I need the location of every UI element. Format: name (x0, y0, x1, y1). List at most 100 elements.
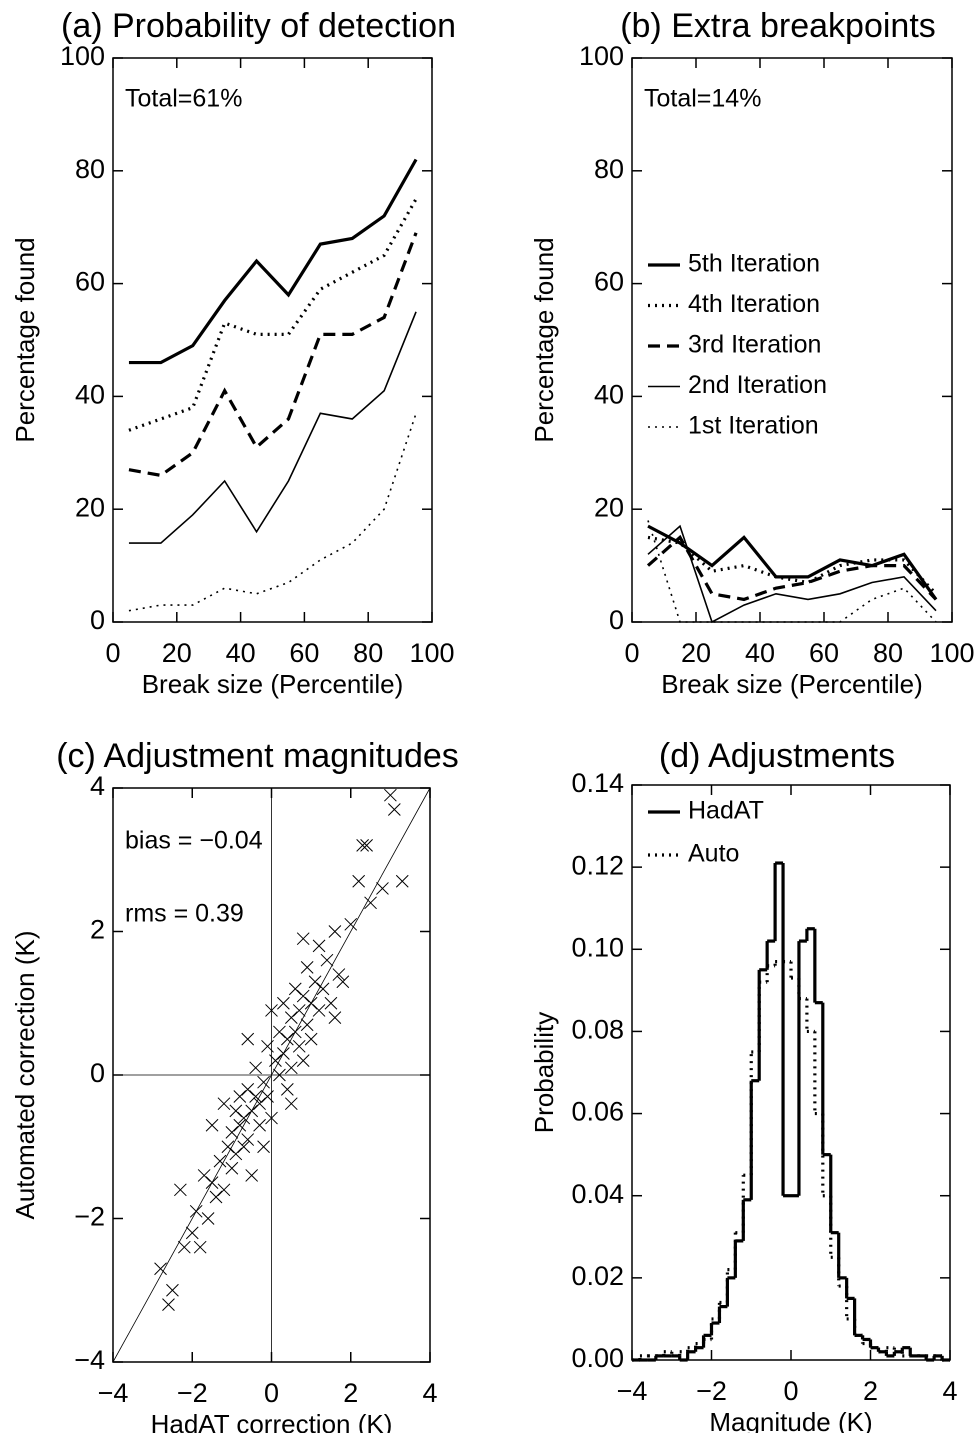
legend-label: 5th Iteration (688, 250, 820, 278)
y-tick-label: 80 (594, 154, 624, 184)
plot-frame (112, 57, 433, 623)
scatter-point (328, 925, 342, 938)
y-tick-label: 4 (90, 771, 105, 801)
y-axis-label: Probability (529, 1012, 559, 1133)
panel-title: (c) Adjustment magnitudes (56, 737, 459, 775)
scatter-point (237, 1140, 251, 1154)
scatter-point (209, 1190, 223, 1204)
y-tick-label: 0 (90, 1058, 105, 1088)
scatter-point (316, 982, 330, 996)
panel: (b) Extra breakpoints Break size (Percent… (529, 7, 975, 699)
x-tick-label: 4 (942, 1376, 957, 1406)
panel: (d) Adjustments Magnitude (K) Probability −… (529, 737, 958, 1433)
y-tick-label: 100 (579, 41, 624, 71)
y-axis-label: Automated correction (K) (10, 930, 40, 1219)
scatter-point (233, 1090, 247, 1103)
scatter-point (237, 1111, 251, 1125)
y-axis-label: Percentage found (10, 237, 40, 442)
annotation: Total=14% (644, 85, 761, 113)
scatter-point (261, 1039, 274, 1053)
y-tick-label: 40 (594, 380, 624, 410)
x-axis-label: Break size (Percentile) (661, 669, 923, 699)
y-tick-label: 0.02 (571, 1261, 624, 1291)
scatter-point (253, 1097, 266, 1111)
y-tick-label: 80 (75, 154, 105, 184)
y-tick-label: 0.12 (571, 850, 624, 880)
scatter-point (245, 1169, 259, 1182)
scatter-point (336, 975, 350, 989)
scatter-point (205, 1176, 219, 1189)
scatter-point (296, 932, 310, 946)
x-tick-label: 20 (681, 638, 711, 668)
scatter-point (225, 1126, 239, 1139)
data-line (128, 158, 418, 365)
scatter-point (344, 917, 358, 931)
x-tick-label: −2 (177, 1378, 208, 1408)
scatter-point (284, 1097, 298, 1111)
scatter-point (269, 1054, 282, 1068)
x-tick-label: 0 (264, 1378, 279, 1408)
scatter-point (154, 1262, 167, 1276)
x-tick-label: 0 (624, 638, 639, 668)
scatter-point (352, 874, 366, 888)
scatter-point (292, 1004, 306, 1017)
scatter-point (241, 1133, 255, 1146)
x-tick-label: −4 (98, 1378, 129, 1408)
scatter-point (253, 1118, 266, 1132)
scatter-point (360, 839, 373, 852)
scatter-point (376, 882, 389, 895)
panel-title: (b) Extra breakpoints (620, 7, 936, 45)
scatter-point (296, 1054, 310, 1068)
scatter-point (312, 1004, 326, 1017)
plot-frame (631, 784, 951, 1361)
scatter-point (300, 1018, 314, 1032)
y-tick-label: 20 (75, 492, 105, 522)
y-tick-label: −2 (74, 1202, 105, 1232)
x-tick-label: 80 (873, 638, 903, 668)
y-tick-label: 0.04 (571, 1179, 624, 1209)
scatter-point (324, 996, 338, 1010)
scatter-point (395, 874, 409, 888)
x-tick-label: 80 (353, 638, 383, 668)
y-tick-label: 0 (90, 605, 105, 635)
x-axis-label: Magnitude (K) (709, 1407, 872, 1433)
panel-title: (a) Probability of detection (61, 7, 456, 45)
scatter-point (174, 1183, 187, 1197)
scatter-point (221, 1140, 235, 1154)
scatter-point (356, 839, 369, 852)
scatter-point (332, 968, 346, 981)
x-axis-label: HadAT correction (K) (151, 1409, 393, 1433)
x-tick-label: 40 (226, 638, 256, 668)
scatter-point (300, 961, 314, 974)
scatter-point (265, 1004, 278, 1017)
annotation: bias = −0.04 (125, 827, 263, 855)
scatter-point (257, 1075, 270, 1089)
x-tick-label: 60 (289, 638, 319, 668)
x-tick-label: 100 (929, 638, 974, 668)
scatter-point (304, 1032, 318, 1046)
y-tick-label: 60 (594, 267, 624, 297)
scatter-point (241, 1082, 255, 1096)
x-tick-label: 60 (809, 638, 839, 668)
y-tick-label: 100 (60, 41, 105, 71)
scatter-point (217, 1097, 231, 1111)
panel-title: (d) Adjustments (659, 737, 895, 775)
scatter-point (284, 1011, 298, 1024)
x-tick-label: 2 (863, 1376, 878, 1406)
scatter-point (177, 1240, 191, 1254)
data-line (128, 413, 417, 612)
data-line (647, 524, 937, 624)
x-axis-label: Break size (Percentile) (142, 669, 404, 699)
y-tick-label: 2 (90, 915, 105, 945)
scatter-point (387, 803, 401, 816)
scatter-point (384, 788, 397, 802)
y-tick-label: −4 (74, 1345, 105, 1375)
panel: (a) Probability of detection Break size (… (10, 7, 456, 699)
scatter-point (288, 982, 302, 996)
scatter-point (241, 1032, 255, 1046)
scatter-point (213, 1154, 227, 1168)
data-line (646, 534, 938, 602)
y-tick-label: 40 (75, 380, 105, 410)
scatter-point (205, 1118, 219, 1132)
